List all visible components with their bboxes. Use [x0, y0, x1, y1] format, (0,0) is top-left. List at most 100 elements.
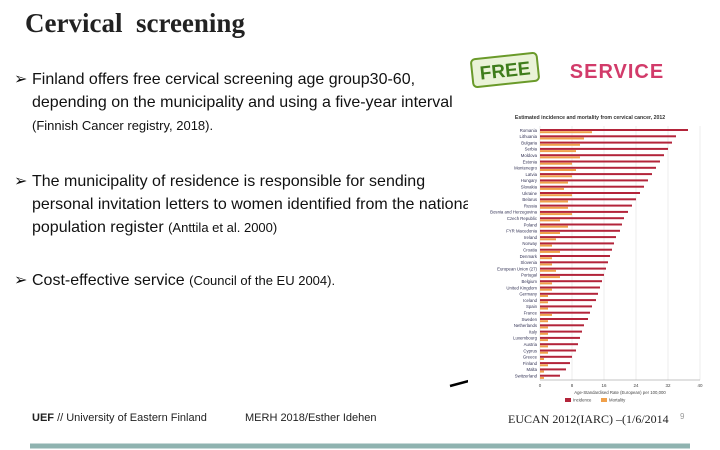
- bar: [540, 276, 560, 279]
- bar: [540, 166, 656, 169]
- bar: [540, 376, 544, 379]
- bar: [540, 217, 624, 220]
- category-label: Hungary: [521, 178, 538, 183]
- bar: [540, 236, 616, 239]
- legend-label: Mortality: [609, 398, 626, 403]
- bar: [540, 311, 590, 314]
- category-label: Iceland: [523, 298, 537, 303]
- category-label: Sweden: [521, 317, 537, 322]
- legend-swatch: [565, 398, 571, 402]
- category-label: Russia: [524, 203, 538, 208]
- bar: [540, 179, 648, 182]
- org-short: UEF: [32, 412, 54, 424]
- bar: [540, 324, 584, 327]
- bar: [540, 210, 628, 213]
- footer-author: MERH 2018/Esther Idehen: [245, 412, 377, 424]
- category-label: Lithuania: [520, 134, 538, 139]
- bar: [540, 204, 632, 207]
- service-text: SERVICE: [570, 61, 664, 83]
- category-label: Portugal: [521, 273, 537, 278]
- category-label: Belarus: [522, 197, 537, 202]
- org-long: // University of Eastern Finland: [57, 412, 207, 424]
- category-label: FYR Macedonia: [506, 229, 537, 234]
- bar: [540, 194, 572, 197]
- category-label: Slovenia: [521, 260, 538, 265]
- bar: [540, 292, 598, 295]
- bar: [540, 150, 576, 153]
- bar: [540, 244, 552, 247]
- bar: [540, 343, 578, 346]
- category-label: Netherlands: [514, 323, 537, 328]
- x-tick-label: 8: [571, 383, 574, 388]
- bar: [540, 374, 560, 377]
- bar: [540, 143, 580, 146]
- category-label: Denmark: [520, 254, 538, 259]
- bar: [540, 213, 572, 216]
- bar: [540, 282, 552, 285]
- bar: [540, 339, 548, 342]
- bar: [540, 280, 602, 283]
- citation: (Finnish Cancer registry, 2018).: [32, 118, 214, 133]
- bar: [540, 295, 548, 297]
- category-label: Norway: [522, 241, 537, 246]
- bullet-text: Finland offers free cervical screening a…: [32, 71, 453, 111]
- category-label: Slovakia: [521, 185, 538, 190]
- footer-source: EUCAN 2012(IARC) –(1/6/2014: [508, 412, 669, 426]
- bar: [540, 137, 584, 140]
- bar: [540, 288, 552, 291]
- category-label: Montenegro: [514, 166, 538, 171]
- bar: [540, 250, 560, 253]
- bar: [540, 141, 672, 144]
- bar: [540, 368, 566, 371]
- bar: [540, 351, 548, 354]
- bar: [540, 200, 568, 203]
- category-label: Spain: [526, 304, 538, 309]
- category-label: Belgium: [521, 279, 537, 284]
- bar: [540, 318, 588, 320]
- bar: [540, 263, 552, 266]
- x-tick-label: 32: [665, 383, 671, 388]
- bar: [540, 232, 560, 234]
- bar: [540, 349, 576, 352]
- category-label: Malta: [526, 367, 537, 372]
- legend-swatch: [601, 398, 607, 402]
- bar: [540, 162, 572, 165]
- category-label: Greece: [523, 355, 538, 360]
- bar: [540, 192, 640, 194]
- category-label: Romania: [520, 128, 538, 133]
- category-label: Bosnia and Herzegovina: [490, 210, 537, 215]
- category-label: Austria: [524, 342, 538, 347]
- category-label: Czech Republic: [507, 216, 538, 221]
- bar: [540, 129, 688, 131]
- bar: [540, 336, 580, 339]
- x-tick-label: 40: [697, 383, 703, 388]
- bar: [540, 364, 548, 367]
- bar: [540, 175, 572, 178]
- bar: [540, 326, 548, 329]
- category-label: Moldova: [521, 153, 538, 158]
- bar: [540, 255, 610, 257]
- slide-title: Cervical screening: [25, 8, 245, 38]
- bar: [540, 261, 608, 264]
- bar: [540, 299, 596, 302]
- citation: (Anttila et al. 2000): [168, 220, 278, 235]
- bar: [540, 362, 570, 365]
- bar: [540, 320, 548, 323]
- category-label: Finland: [523, 361, 538, 366]
- bar: [540, 131, 592, 134]
- bullet-text: The municipality of residence is respons…: [32, 173, 475, 236]
- x-tick-label: 16: [601, 383, 607, 388]
- category-label: Croatia: [523, 248, 537, 253]
- bar: [540, 330, 582, 333]
- category-label: Poland: [524, 222, 538, 227]
- bar: [540, 225, 568, 228]
- bar: [540, 305, 592, 308]
- bullet: ➢ Cost-effective service (Council of the …: [14, 272, 336, 289]
- bar: [540, 185, 644, 188]
- page-number: 9: [680, 412, 685, 421]
- category-label: Cyprus: [523, 348, 537, 353]
- bar: [540, 332, 548, 335]
- bullet: ➢ The municipality of residence is respon…: [14, 173, 475, 236]
- category-label: Bulgaria: [521, 140, 537, 145]
